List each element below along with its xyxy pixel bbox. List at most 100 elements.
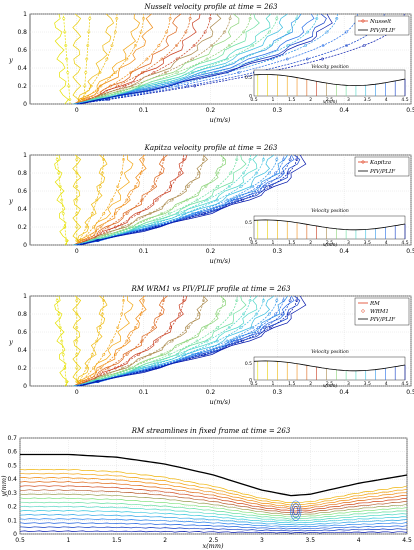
streamline [19,514,408,526]
x-tick-label: 3 [260,537,264,544]
inset-x-tick: 0.5 [250,240,257,246]
model-marker [230,198,234,202]
exp-profile-line [54,13,69,105]
model-marker [262,299,265,302]
model-marker [116,185,120,188]
model-profile-line [76,13,211,105]
recirculation-loop [291,503,300,518]
y-tick-label: 0.2 [7,504,17,511]
streamline [19,493,408,516]
x-tick-label: 0.5 [406,248,414,255]
model-marker [335,17,339,20]
inset-x-tick: 3 [347,240,350,246]
y-tick-label: 0.6 [17,329,27,336]
model-marker [113,71,117,74]
model-marker [184,30,188,34]
x-tick-label: 0.2 [206,107,216,114]
streamline [19,485,408,512]
velocity-position-inset: Velocity position x(mm) 0.5 1 1.5 2 2.5 3 3.5 4… [245,349,409,389]
y-tick-label: 0.4 [17,65,27,72]
exp-profile-line [76,295,108,387]
model-marker [288,158,292,161]
inset-x-tick: 4.5 [401,97,408,103]
y-tick-label: 1 [23,11,27,18]
model-marker [176,84,180,88]
model-marker [68,98,72,101]
model-marker [148,353,152,356]
model-marker [102,158,105,161]
model-marker [125,57,129,61]
model-marker [125,339,129,343]
model-profile-line [76,13,385,105]
model-marker [92,366,96,370]
legend: Nusselt PIV/PLIF [354,15,410,36]
model-marker [267,30,271,34]
inset-x-tick: 1 [271,240,274,246]
model-marker [237,71,241,74]
model-marker [251,185,255,188]
inset-x-label: x(mm) [323,98,338,105]
exp-profile-line [79,154,307,246]
exp-profile-line [74,13,271,105]
model-marker [175,44,178,47]
model-marker [84,225,88,229]
exp-profile-line [73,295,147,387]
inset-x-tick: 2 [309,97,312,103]
model-profile-line [76,295,251,387]
model-marker [139,171,143,175]
y-tick-label: 0.7 [7,435,17,442]
model-profile-line [76,295,298,387]
x-tick-label: 0 [75,107,79,114]
model-marker [63,30,67,34]
exp-profile-line [79,295,209,387]
model-marker [142,299,145,302]
inset-x-tick: 1.5 [288,381,295,387]
model-marker [235,198,239,202]
inset-content: 0.5 1 1.5 2 2.5 3 3.5 4 4.500.5 [245,74,409,103]
streamline [19,505,408,522]
y-tick-label: 0.5 [7,462,17,469]
model-marker [55,158,59,161]
streamline [19,497,408,518]
streamline [19,510,408,524]
model-marker [235,158,239,161]
legend-entry-wrm1: WRM1 [370,309,389,315]
model-marker [320,57,324,61]
model-marker [262,158,265,161]
rm-wrm1-panel: RM WRM1 vs PIV/PLIF profile at time = 26… [8,285,414,406]
velocity-position-inset: Velocity position x(mm) 0.5 1 1.5 2 2.5 3 3.5 4… [245,64,409,105]
model-marker [105,57,109,61]
model-marker [315,17,319,20]
model-marker [198,212,202,215]
x-tick-label: 0 [75,389,79,396]
model-marker [75,326,79,329]
model-marker [75,212,79,215]
y-tick-label: 0.2 [17,365,27,372]
inset-x-tick: 1 [271,381,274,387]
model-marker [210,44,214,47]
model-marker [98,185,102,188]
inset-x-tick: 1 [271,97,274,103]
model-marker [79,239,83,242]
model-marker [154,225,158,229]
inset-box [253,69,406,97]
model-marker [162,158,165,161]
inset-x-tick: 2 [309,240,312,246]
model-marker [122,299,125,302]
chart-title: Kapitza velocity profile at time = 263 [144,144,278,152]
legend-box [354,15,410,36]
exp-profile-line [79,13,333,105]
model-marker [107,98,111,101]
exp-profile-line [72,154,82,246]
model-marker [101,312,104,316]
model-profile-line [76,295,238,387]
model-marker [64,44,68,47]
y-axis-label: y [8,56,13,64]
model-marker [202,158,205,161]
x-tick-label: 4 [357,537,361,544]
inset-x-tick: 2.5 [326,97,333,103]
inset-title: Velocity position [311,64,349,70]
model-marker [139,30,143,34]
model-marker [88,17,92,20]
inset-y-tick: 0.5 [245,361,252,367]
